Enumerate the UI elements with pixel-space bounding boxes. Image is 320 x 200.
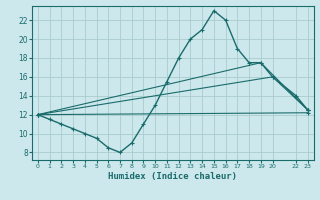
X-axis label: Humidex (Indice chaleur): Humidex (Indice chaleur) <box>108 172 237 181</box>
